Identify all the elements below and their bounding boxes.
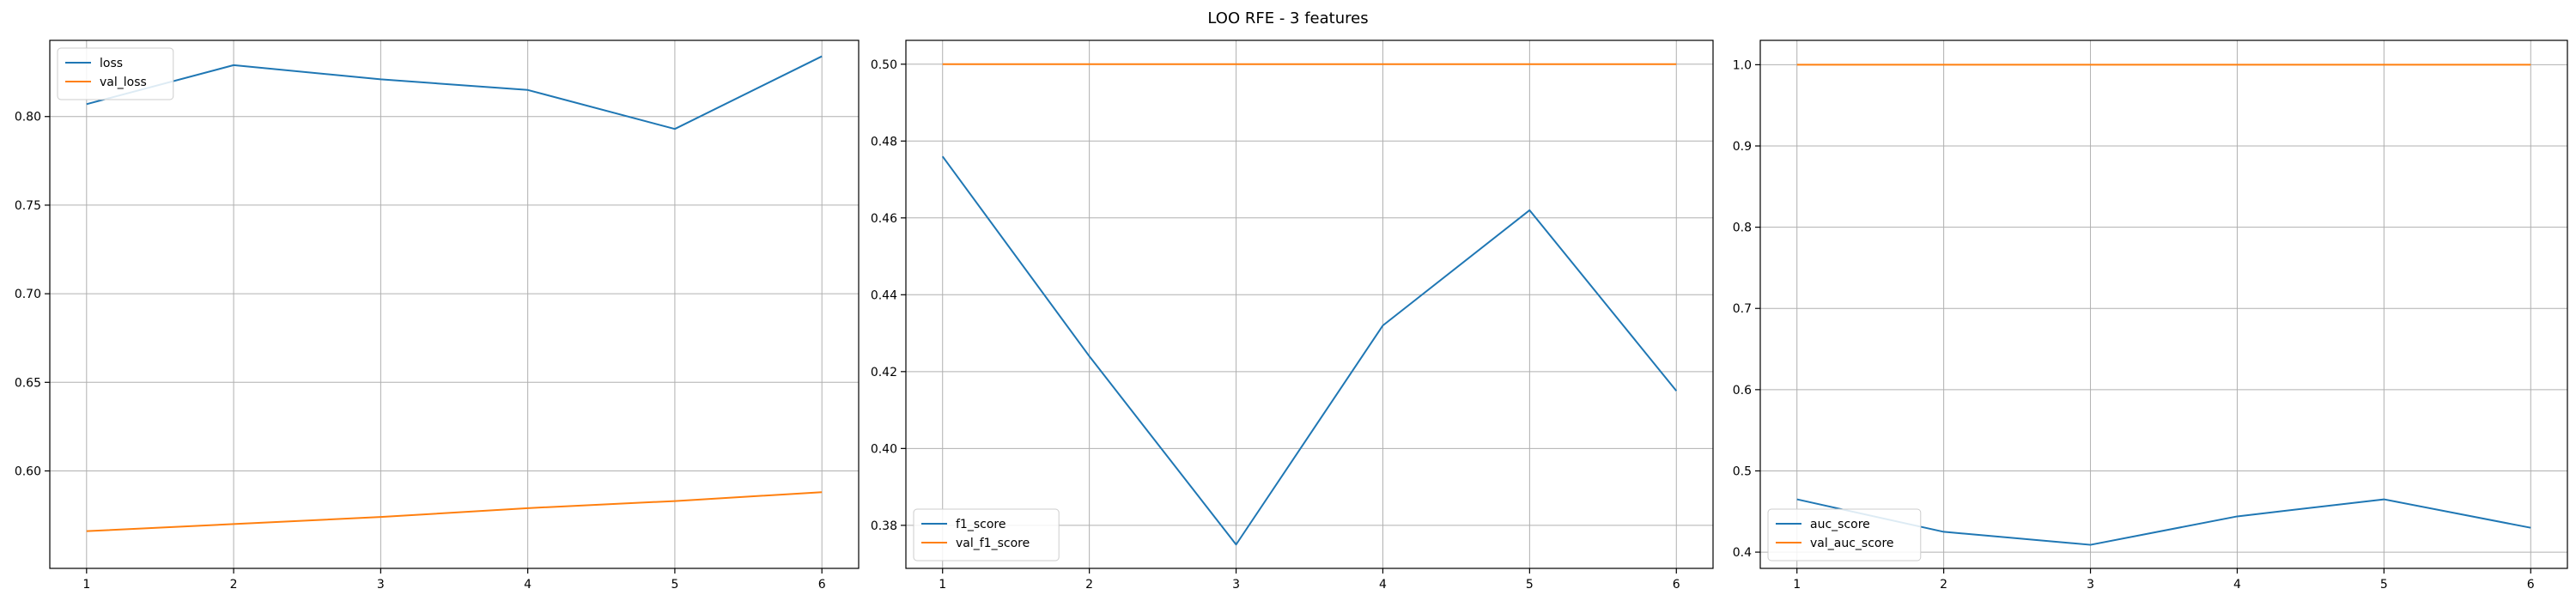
series-line-f1_score (941, 155, 1678, 546)
y-tick-label: 0.7 (1733, 302, 1752, 316)
y-tick-label: 0.40 (871, 442, 897, 456)
figure-title: LOO RFE - 3 features (1207, 9, 1368, 27)
y-tick-label: 0.60 (15, 464, 41, 478)
legend-label: f1_score (956, 518, 1005, 531)
x-tick-label: 5 (671, 578, 678, 592)
series-line-val_loss (86, 491, 823, 532)
y-tick-label: 0.46 (871, 212, 897, 226)
y-tick-label: 0.5 (1733, 464, 1752, 478)
y-tick-label: 0.65 (15, 376, 41, 390)
y-tick-label: 0.44 (871, 288, 897, 302)
x-tick-label: 3 (1232, 578, 1240, 592)
x-tick-label: 2 (1940, 578, 1947, 592)
series-line-loss (86, 55, 823, 131)
legend-label: val_auc_score (1810, 537, 1894, 550)
x-tick-label: 5 (2380, 578, 2388, 592)
x-tick-label: 4 (524, 578, 532, 592)
legend: f1_score val_f1_score (913, 508, 1060, 562)
y-tick-label: 0.80 (15, 111, 41, 124)
legend-label: auc_score (1810, 518, 1870, 531)
y-tick-label: 0.48 (871, 135, 897, 149)
x-tick-label: 6 (1673, 578, 1680, 592)
y-tick-label: 0.9 (1733, 140, 1752, 154)
x-tick-label: 2 (1085, 578, 1093, 592)
x-tick-label: 2 (230, 578, 238, 592)
x-tick-label: 3 (377, 578, 385, 592)
subplot-3: 1 2 3 4 5 6 0.4 0.5 0.6 0.7 0.8 0.9 1.0 auc_score val_… (1733, 39, 2568, 592)
legend-label: val_f1_score (956, 537, 1030, 550)
axes-frame (1759, 39, 2568, 569)
x-tick-label: 6 (818, 578, 826, 592)
y-tick-label: 0.4 (1733, 546, 1752, 560)
x-tick-label: 4 (1379, 578, 1387, 592)
legend-label: val_loss (100, 76, 147, 89)
y-tick-label: 0.50 (871, 58, 897, 72)
axes-frame (49, 39, 860, 569)
subplot-2: 1 2 3 4 5 6 0.38 0.40 0.42 0.44 0.46 0.48 0.50 f1_sco… (871, 39, 1714, 592)
x-tick-label: 1 (939, 578, 946, 592)
x-tick-label: 6 (2527, 578, 2535, 592)
axes-frame (905, 39, 1714, 569)
y-tick-label: 1.0 (1733, 58, 1752, 72)
legend-label: loss (100, 57, 123, 70)
x-tick-label: 5 (1526, 578, 1534, 592)
x-tick-label: 4 (2233, 578, 2241, 592)
subplot-1: 1 2 3 4 5 6 0.60 0.65 0.70 0.75 0.80 loss val_loss (15, 39, 860, 592)
y-tick-label: 0.38 (871, 519, 897, 533)
x-tick-label: 3 (2087, 578, 2094, 592)
legend-box (1767, 508, 1922, 562)
y-tick-label: 0.8 (1733, 222, 1752, 235)
y-tick-label: 0.70 (15, 288, 41, 301)
y-tick-label: 0.75 (15, 199, 41, 213)
legend: auc_score val_auc_score (1767, 508, 1922, 562)
y-tick-label: 0.42 (871, 366, 897, 379)
x-tick-label: 1 (1793, 578, 1801, 592)
legend: loss val_loss (57, 47, 174, 100)
y-tick-label: 0.6 (1733, 384, 1752, 398)
x-tick-label: 1 (82, 578, 90, 592)
legend-box (57, 47, 174, 100)
legend-box (913, 508, 1060, 562)
